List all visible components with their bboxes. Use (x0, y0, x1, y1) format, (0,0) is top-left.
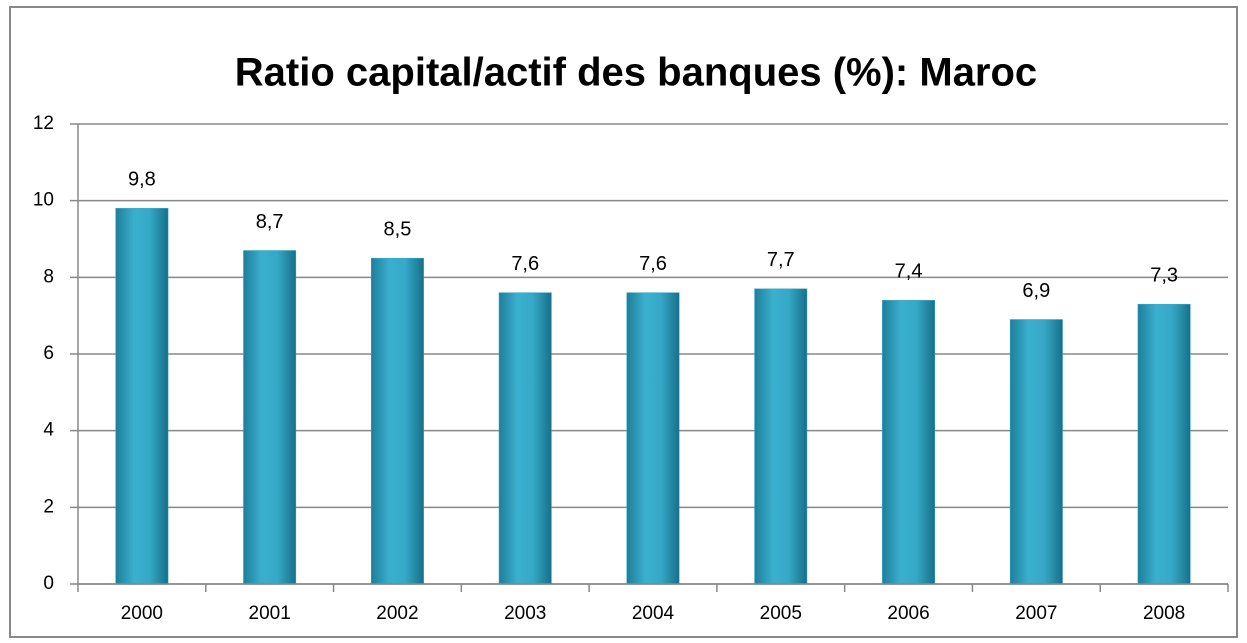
bar (754, 288, 808, 585)
x-tick-label: 2003 (504, 603, 546, 624)
y-tick-label: 8 (43, 266, 54, 287)
value-label: 7,6 (639, 253, 667, 275)
value-label: 7,3 (1150, 264, 1178, 286)
x-tick-label: 2000 (121, 603, 163, 624)
x-tick-label: 2005 (760, 603, 802, 624)
bar (1009, 319, 1063, 585)
value-label: 6,9 (1022, 280, 1050, 302)
bar (626, 292, 680, 585)
y-tick-label: 12 (33, 113, 54, 134)
chart-title: Ratio capital/actif des banques (%): Mar… (235, 51, 1037, 95)
bar (371, 257, 424, 585)
value-label: 8,7 (256, 211, 284, 233)
x-tick-label: 2008 (1143, 603, 1185, 624)
y-tick-label: 6 (43, 343, 54, 364)
value-label: 8,5 (384, 218, 412, 240)
x-tick-label: 2001 (249, 603, 291, 624)
bar (1137, 303, 1191, 585)
bar (243, 250, 297, 585)
x-tick-label: 2004 (632, 603, 675, 624)
value-label: 7,4 (895, 261, 923, 283)
x-tick-label: 2007 (1015, 603, 1057, 624)
y-tick-label: 10 (33, 190, 54, 211)
y-tick-label: 2 (43, 496, 54, 517)
bar (498, 292, 552, 585)
value-label: 7,6 (511, 253, 539, 275)
x-tick-label: 2006 (887, 603, 929, 624)
bar (882, 300, 935, 585)
value-label: 9,8 (128, 169, 156, 191)
y-tick-label: 4 (43, 420, 54, 441)
y-tick-label: 0 (43, 573, 54, 594)
x-tick-label: 2002 (376, 603, 418, 624)
bar (115, 208, 169, 585)
value-label: 7,7 (767, 249, 795, 271)
